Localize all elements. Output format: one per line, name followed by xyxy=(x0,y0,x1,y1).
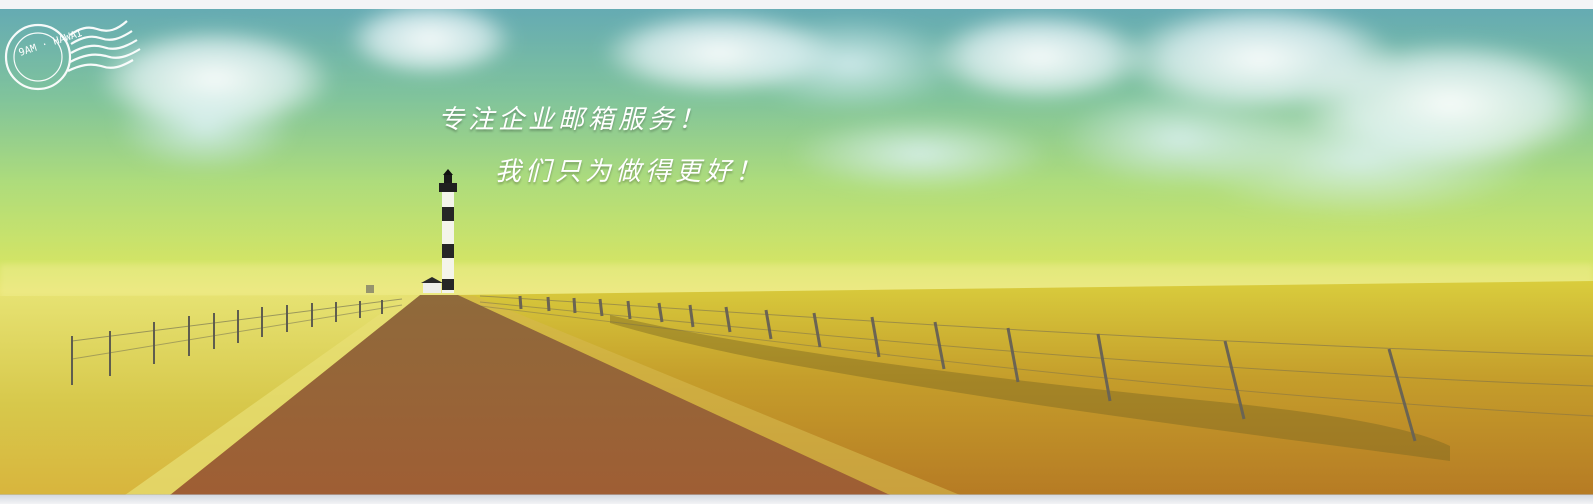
hero-banner: 专注企业邮箱服务！ 我们只为做得更好！ 9AM · HAWAI xyxy=(0,9,1593,495)
headline-line-1: 专注企业邮箱服务！ xyxy=(438,105,709,135)
fence-left xyxy=(71,298,403,385)
lighthouse xyxy=(366,169,457,293)
banner-bottom-shadow xyxy=(0,494,1593,504)
banner-headline: 专注企业邮箱服务！ 我们只为做得更好！ xyxy=(438,107,858,207)
left-field xyxy=(0,295,420,495)
road-shoulder-left xyxy=(125,295,420,495)
postmark-icon: 9AM · HAWAI xyxy=(4,20,141,91)
road-shoulder-right xyxy=(458,295,960,495)
grass-shadow xyxy=(610,315,1450,461)
clouds xyxy=(95,9,1593,219)
headline-line-2: 我们只为做得更好！ xyxy=(495,157,766,187)
right-field xyxy=(455,281,1593,495)
dirt-road xyxy=(170,295,890,495)
fence-right xyxy=(479,295,1593,442)
landscape-scene xyxy=(0,9,1593,495)
